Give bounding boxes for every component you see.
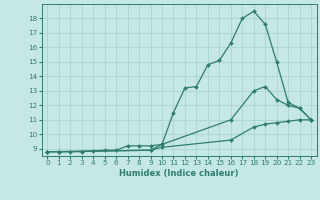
X-axis label: Humidex (Indice chaleur): Humidex (Indice chaleur) (119, 169, 239, 178)
